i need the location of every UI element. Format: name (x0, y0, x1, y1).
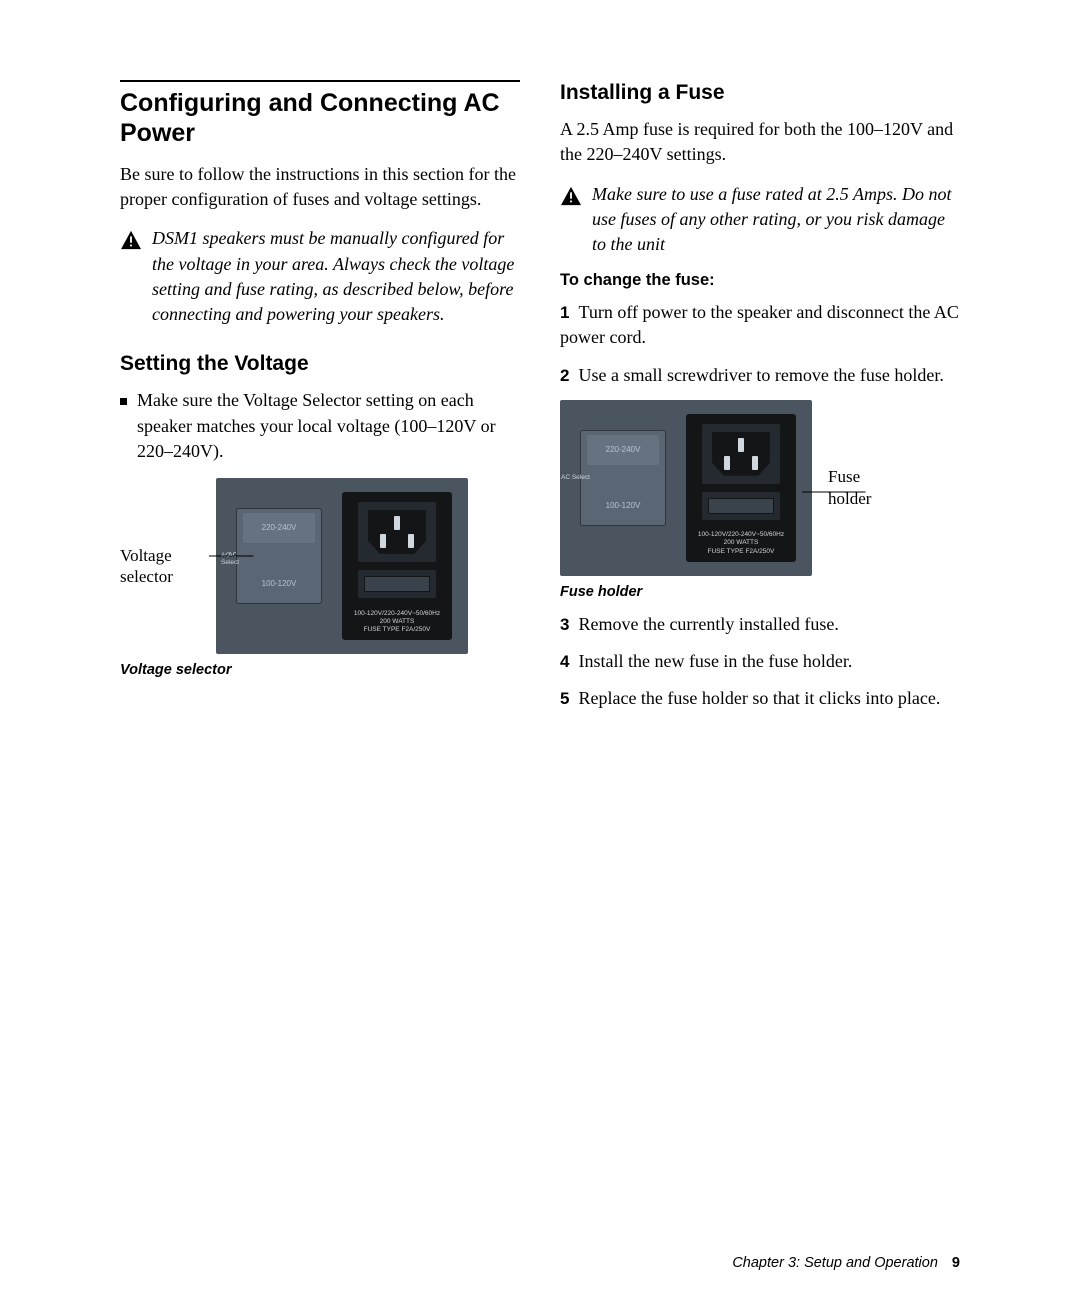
step-2: 2 Use a small screwdriver to remove the … (560, 363, 960, 388)
figure-voltage-selector: Voltage selector AC Select 220-240V AC S… (120, 478, 520, 654)
figure-fuse-holder: 220-240V 100-120V AC Select 100-120V/220… (560, 400, 960, 576)
page-number: 9 (952, 1255, 960, 1271)
section-rule (120, 80, 520, 82)
chapter-label: Chapter 3: Setup and Operation (732, 1255, 938, 1271)
warning-text-fuse: Make sure to use a fuse rated at 2.5 Amp… (592, 182, 960, 258)
steps-title: To change the fuse: (560, 271, 960, 290)
voltage-low: 100-120V (243, 569, 315, 599)
spec-text-2: 100-120V/220-240V~50/60Hz 200 WATTS FUSE… (686, 531, 796, 555)
voltage-selector-box-2: 220-240V 100-120V (580, 430, 666, 526)
warning-icon (120, 230, 142, 250)
warning-block: DSM1 speakers must be manually configure… (120, 226, 520, 327)
iec-inlet-2: 100-120V/220-240V~50/60Hz 200 WATTS FUSE… (686, 414, 796, 562)
bullet-item: Make sure the Voltage Selector setting o… (120, 388, 520, 464)
figure-caption-fuse: Fuse holder (560, 584, 960, 600)
subheading-fuse: Installing a Fuse (560, 80, 960, 105)
section-heading: Configuring and Connecting AC Power (120, 88, 520, 148)
figure-label: Voltage selector (120, 545, 200, 588)
subheading-voltage: Setting the Voltage (120, 351, 520, 376)
warning-block-fuse: Make sure to use a fuse rated at 2.5 Amp… (560, 182, 960, 258)
step-5: 5 Replace the fuse holder so that it cli… (560, 686, 960, 711)
bullet-icon (120, 398, 127, 405)
warning-icon (560, 186, 582, 206)
spec-text: 100-120V/220-240V~50/60Hz 200 WATTS FUSE… (342, 610, 452, 634)
intro-paragraph: Be sure to follow the instructions in th… (120, 162, 520, 212)
iec-inlet: 100-120V/220-240V~50/60Hz 200 WATTS FUSE… (342, 492, 452, 640)
step-3: 3 Remove the currently installed fuse. (560, 612, 960, 637)
step-4: 4 Install the new fuse in the fuse holde… (560, 649, 960, 674)
voltage-high-2: 220-240V (587, 435, 659, 465)
ac-select-text-2: AC Select (561, 474, 590, 481)
fuse-intro: A 2.5 Amp fuse is required for both the … (560, 117, 960, 167)
right-column: Installing a Fuse A 2.5 Amp fuse is requ… (560, 80, 960, 723)
warning-text: DSM1 speakers must be manually configure… (152, 226, 520, 327)
step-1: 1 Turn off power to the speaker and disc… (560, 300, 960, 350)
power-panel-illustration: AC Select 220-240V AC Select 100-120V 10… (216, 478, 468, 654)
figure-label-fuse: Fuse holder (828, 466, 898, 509)
voltage-selector-box: 220-240V AC Select 100-120V (236, 508, 322, 604)
voltage-low-2: 100-120V (587, 491, 659, 521)
page-footer: Chapter 3: Setup and Operation 9 (732, 1255, 960, 1271)
bullet-text: Make sure the Voltage Selector setting o… (137, 388, 520, 464)
voltage-high: 220-240V (243, 513, 315, 543)
figure-caption: Voltage selector (120, 662, 520, 678)
power-panel-illustration-2: 220-240V 100-120V AC Select 100-120V/220… (560, 400, 812, 576)
left-column: Configuring and Connecting AC Power Be s… (120, 80, 520, 723)
voltage-mid-label: AC Select (219, 549, 241, 569)
